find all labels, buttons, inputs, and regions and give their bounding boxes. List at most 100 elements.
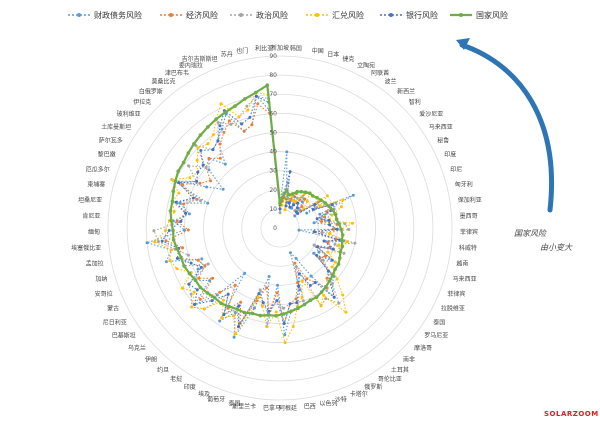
series-point-0 [207, 168, 211, 172]
category-label: 越南 [456, 260, 468, 268]
series-point-5 [330, 273, 335, 278]
legend-entry-0: 财政债务风险 [94, 10, 142, 20]
category-label: 阿联酋 [371, 69, 389, 77]
category-label: 厄瓜多尔 [86, 165, 110, 173]
series-point-1 [326, 240, 330, 244]
series-point-4 [297, 272, 301, 276]
series-point-0 [300, 200, 304, 204]
series-point-5 [295, 189, 300, 194]
series-point-5 [169, 219, 174, 223]
series-point-0 [178, 201, 182, 205]
series-point-2 [312, 243, 316, 247]
series-point-3 [318, 204, 322, 208]
series-point-5 [254, 90, 258, 95]
series-point-1 [325, 276, 329, 280]
series-point-3 [322, 293, 326, 297]
series-point-1 [242, 129, 246, 133]
category-label: 摩洛哥 [414, 344, 432, 352]
series-point-1 [250, 123, 254, 127]
series-point-1 [198, 181, 202, 185]
series-point-5 [333, 212, 338, 216]
series-point-3 [169, 248, 173, 252]
category-label: 马来西亚 [429, 123, 453, 131]
series-point-4 [315, 253, 319, 257]
radar-grid [107, 55, 453, 401]
series-point-5 [214, 117, 218, 121]
series-point-3 [195, 158, 199, 162]
series-point-5 [340, 233, 345, 237]
legend-entry-4: 银行风险 [406, 10, 438, 20]
series-point-4 [167, 229, 171, 232]
series-point-3 [206, 142, 210, 146]
series-point-0 [233, 311, 237, 314]
series-point-5 [266, 313, 271, 317]
series-point-0 [215, 293, 219, 297]
category-label: 泰国 [433, 319, 445, 327]
series-point-4 [326, 269, 330, 273]
category-label: 罗马尼亚 [424, 332, 448, 340]
series-point-2 [229, 122, 233, 126]
series-point-2 [334, 201, 338, 205]
series-point-5 [278, 201, 282, 205]
series-point-0 [164, 260, 168, 264]
series-point-3 [291, 198, 295, 202]
series-point-4 [240, 122, 244, 126]
series-point-4 [237, 325, 240, 329]
category-label: 黎巴嫩 [98, 151, 116, 159]
category-label: 蒙古 [107, 305, 119, 313]
series-point-4 [282, 322, 286, 325]
series-point-4 [335, 227, 339, 231]
series-point-4 [193, 303, 197, 306]
series-point-1 [265, 286, 269, 290]
legend-entry-2: 政治风险 [256, 10, 288, 20]
series-point-4 [210, 299, 214, 303]
series-point-3 [327, 232, 331, 235]
series-point-4 [328, 223, 332, 227]
category-label: 新加坡 [271, 44, 289, 52]
series-point-5 [338, 250, 343, 254]
series-point-4 [218, 124, 222, 128]
series-point-5 [339, 227, 343, 232]
side-note-line-2: 由小变大 [540, 243, 573, 252]
series-point-5 [193, 278, 198, 283]
series-point-5 [176, 169, 180, 173]
series-point-3 [300, 279, 304, 283]
series-point-4 [177, 181, 181, 185]
series-point-5 [323, 201, 327, 205]
series-point-3 [345, 240, 349, 244]
series-point-2 [282, 306, 286, 310]
series-point-1 [209, 179, 212, 183]
grid-ring [260, 208, 300, 248]
series-layer [145, 83, 357, 345]
series-point-0 [206, 201, 210, 205]
arrow-icon [459, 42, 554, 213]
category-label: 埃塞俄比亚 [71, 244, 101, 252]
series-point-3 [188, 176, 192, 180]
series-point-4 [331, 247, 335, 251]
series-point-4 [311, 207, 315, 211]
category-label: 秘鲁 [437, 136, 449, 144]
series-point-0 [317, 250, 321, 254]
series-point-0 [298, 288, 302, 292]
series-point-4 [295, 301, 299, 305]
series-point-5 [327, 279, 332, 283]
category-label: 老挝 [170, 375, 182, 383]
legend-marker-5 [459, 13, 463, 17]
series-point-3 [232, 314, 235, 318]
series-point-3 [168, 259, 172, 262]
series-point-0 [297, 228, 301, 232]
series-point-2 [152, 229, 156, 233]
category-label: 加纳 [95, 275, 107, 283]
legend-entry-1: 经济风险 [186, 10, 218, 20]
tick-label: 50 [269, 129, 277, 136]
series-point-0 [145, 241, 149, 245]
category-label: 捷克 [342, 55, 354, 63]
series-point-4 [322, 239, 326, 243]
series-point-3 [260, 304, 264, 308]
series-point-1 [180, 182, 184, 186]
series-point-3 [202, 307, 206, 311]
series-point-1 [218, 156, 222, 160]
series-point-1 [218, 142, 222, 146]
series-point-3 [220, 316, 224, 320]
grid-ring [126, 74, 434, 382]
